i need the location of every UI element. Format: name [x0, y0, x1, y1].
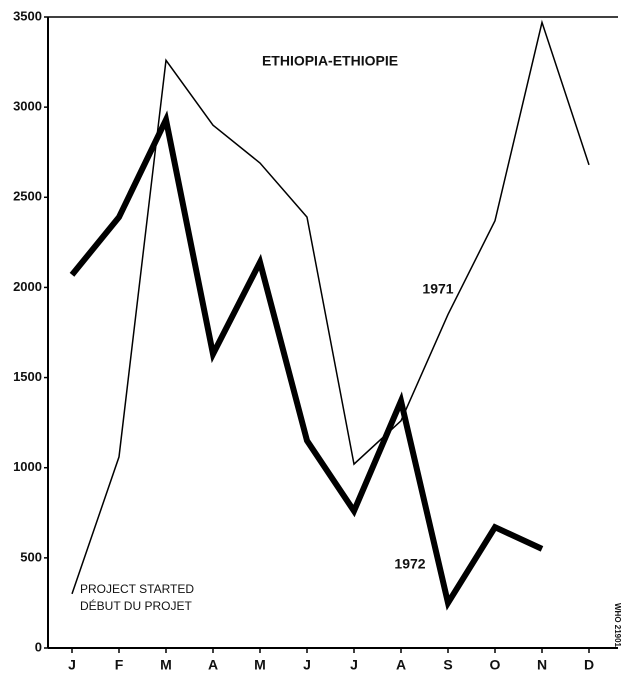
- x-tick-label: O: [490, 657, 501, 673]
- x-tick-label: A: [208, 657, 218, 673]
- y-tick-label: 1500: [13, 369, 42, 384]
- x-tick-label: M: [160, 657, 172, 673]
- series-line: [69, 110, 544, 611]
- y-tick-label: 500: [20, 549, 42, 564]
- x-tick-label: J: [350, 657, 358, 673]
- y-tick-label: 3500: [13, 8, 42, 23]
- y-tick-label: 2500: [13, 189, 42, 204]
- x-tick-label: A: [396, 657, 406, 673]
- x-tick-label: S: [443, 657, 452, 673]
- x-tick-label: D: [584, 657, 594, 673]
- annotation: PROJECT STARTED: [80, 582, 194, 596]
- credit: WHO 21901: [613, 603, 622, 648]
- series-label: 1971: [422, 281, 453, 297]
- annotation: DÉBUT DU PROJET: [80, 598, 192, 613]
- y-tick-label: 2000: [13, 279, 42, 294]
- x-tick-label: J: [303, 657, 311, 673]
- series-line: [71, 19, 590, 595]
- x-tick-label: J: [68, 657, 76, 673]
- y-tick-label: 0: [35, 639, 42, 654]
- x-tick-label: F: [115, 657, 124, 673]
- y-tick-label: 1000: [13, 459, 42, 474]
- chart-title: ETHIOPIA-ETHIOPIE: [262, 53, 398, 69]
- y-tick-label: 3000: [13, 99, 42, 114]
- x-tick-label: N: [537, 657, 547, 673]
- x-tick-label: M: [254, 657, 266, 673]
- series-label: 1972: [394, 556, 425, 572]
